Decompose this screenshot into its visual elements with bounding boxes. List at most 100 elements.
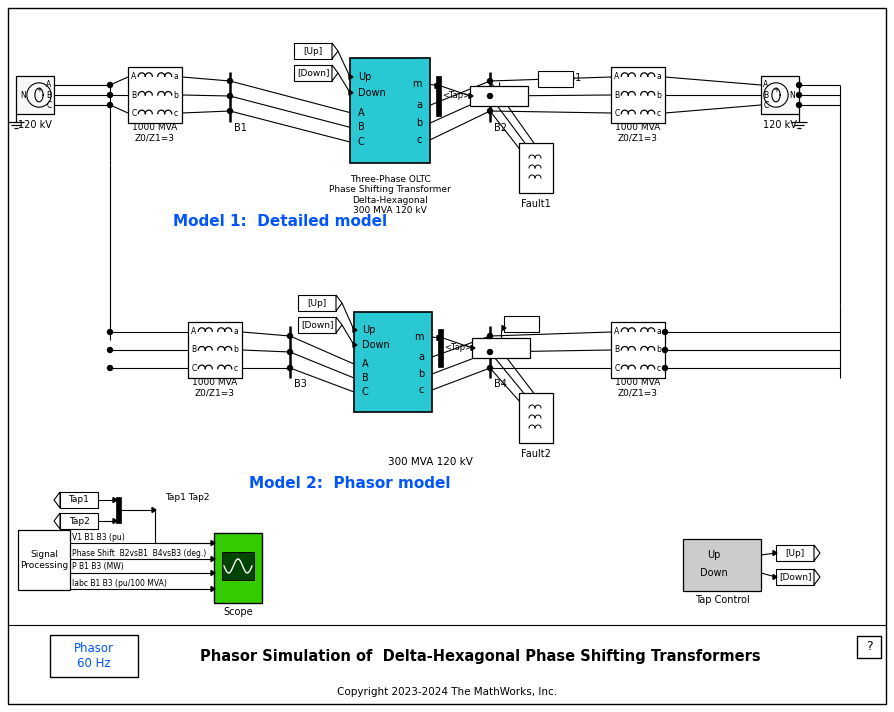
Text: Copyright 2023-2024 The MathWorks, Inc.: Copyright 2023-2024 The MathWorks, Inc. — [337, 687, 557, 697]
Circle shape — [487, 365, 493, 370]
Bar — [354, 312, 432, 412]
Text: [Up]: [Up] — [308, 298, 326, 308]
Text: Phasor Simulation of  Delta-Hexagonal Phase Shifting Transformers: Phasor Simulation of Delta-Hexagonal Pha… — [199, 649, 760, 664]
Bar — [128, 67, 182, 123]
Polygon shape — [113, 498, 117, 503]
Text: Down: Down — [362, 340, 390, 350]
Text: a: a — [656, 72, 662, 81]
Bar — [18, 530, 70, 590]
Text: Scope: Scope — [224, 607, 253, 617]
Polygon shape — [152, 508, 156, 513]
Text: 300 MVA 120 kV: 300 MVA 120 kV — [388, 457, 472, 467]
Text: 1000 MVA
Z0/Z1=3: 1000 MVA Z0/Z1=3 — [615, 123, 661, 142]
Bar — [611, 67, 665, 123]
Text: A: A — [131, 72, 137, 81]
Circle shape — [662, 330, 668, 335]
Text: b: b — [656, 90, 662, 100]
Polygon shape — [814, 545, 820, 561]
Text: c: c — [657, 109, 661, 118]
Text: Iabc B1 B3 (pu/100 MVA): Iabc B1 B3 (pu/100 MVA) — [72, 578, 167, 587]
Bar — [60, 492, 98, 508]
Text: Up: Up — [707, 550, 721, 560]
Text: [Down]: [Down] — [779, 572, 811, 582]
Text: Three-Phase OLTC
Phase Shifting Transformer
Delta-Hexagonal
300 MVA 120 kV: Three-Phase OLTC Phase Shifting Transfor… — [329, 175, 451, 215]
Text: Tap1 Tap2: Tap1 Tap2 — [165, 493, 209, 503]
Bar — [437, 329, 443, 367]
Text: c: c — [234, 364, 238, 373]
Text: B: B — [362, 373, 368, 383]
Text: A: A — [358, 108, 365, 117]
Polygon shape — [773, 575, 777, 580]
Text: N: N — [21, 90, 26, 100]
Bar — [776, 569, 814, 585]
Bar — [16, 76, 54, 114]
Text: A: A — [614, 72, 620, 81]
Circle shape — [227, 108, 232, 113]
Circle shape — [107, 330, 113, 335]
Circle shape — [288, 333, 292, 338]
Bar — [519, 143, 553, 193]
Polygon shape — [814, 569, 820, 585]
Circle shape — [662, 365, 668, 370]
Text: C: C — [131, 109, 137, 118]
Text: B: B — [358, 122, 365, 132]
Bar — [470, 86, 528, 106]
Text: Up: Up — [358, 72, 371, 82]
Text: C: C — [614, 364, 620, 373]
Bar — [761, 76, 799, 114]
Bar — [222, 552, 254, 580]
Polygon shape — [332, 43, 338, 59]
Text: c: c — [418, 385, 424, 395]
Polygon shape — [336, 317, 342, 333]
Bar — [50, 635, 138, 677]
Text: C: C — [763, 101, 769, 110]
Polygon shape — [469, 93, 473, 98]
Text: 120 kV: 120 kV — [18, 120, 52, 130]
Text: C: C — [614, 109, 620, 118]
Text: Down: Down — [700, 568, 728, 578]
Bar — [611, 322, 665, 378]
Bar — [857, 636, 881, 658]
Text: <Tap>: <Tap> — [442, 92, 470, 100]
Text: Model 2:  Phasor model: Model 2: Phasor model — [249, 476, 451, 491]
Text: 1000 MVA
Z0/Z1=3: 1000 MVA Z0/Z1=3 — [192, 378, 238, 398]
Text: m: m — [415, 332, 424, 342]
Text: ► Tap1: ► Tap1 — [548, 73, 581, 83]
Circle shape — [107, 347, 113, 352]
Text: B: B — [614, 90, 620, 100]
Text: c: c — [174, 109, 178, 118]
Text: Tap Control: Tap Control — [695, 595, 749, 605]
Circle shape — [487, 93, 493, 98]
Text: B: B — [614, 345, 620, 355]
Circle shape — [107, 83, 113, 88]
Text: A: A — [763, 80, 769, 89]
Bar — [115, 497, 121, 523]
Polygon shape — [211, 557, 215, 562]
Bar — [214, 533, 262, 603]
Text: B4: B4 — [494, 379, 507, 389]
Text: ?: ? — [865, 641, 873, 654]
Polygon shape — [502, 325, 506, 330]
Text: [Up]: [Up] — [303, 46, 323, 56]
Polygon shape — [437, 335, 441, 340]
Polygon shape — [113, 518, 117, 523]
Text: +: + — [773, 88, 779, 93]
Text: a: a — [233, 327, 239, 336]
Text: Tap1: Tap1 — [69, 496, 89, 505]
Text: A: A — [191, 327, 197, 336]
Text: a: a — [418, 352, 424, 362]
Bar — [298, 295, 336, 311]
Bar — [294, 43, 332, 59]
Text: B: B — [46, 90, 52, 100]
Text: V1 B1 B3 (pu): V1 B1 B3 (pu) — [72, 533, 125, 542]
Polygon shape — [54, 513, 60, 529]
Text: [Down]: [Down] — [300, 320, 333, 330]
Bar — [294, 65, 332, 81]
Bar — [350, 58, 430, 163]
Circle shape — [487, 78, 493, 83]
Text: <Tap>: <Tap> — [444, 343, 472, 352]
Text: c: c — [657, 364, 661, 373]
Bar — [683, 539, 761, 591]
Polygon shape — [54, 492, 60, 508]
Text: 1000 MVA
Z0/Z1=3: 1000 MVA Z0/Z1=3 — [132, 123, 178, 142]
